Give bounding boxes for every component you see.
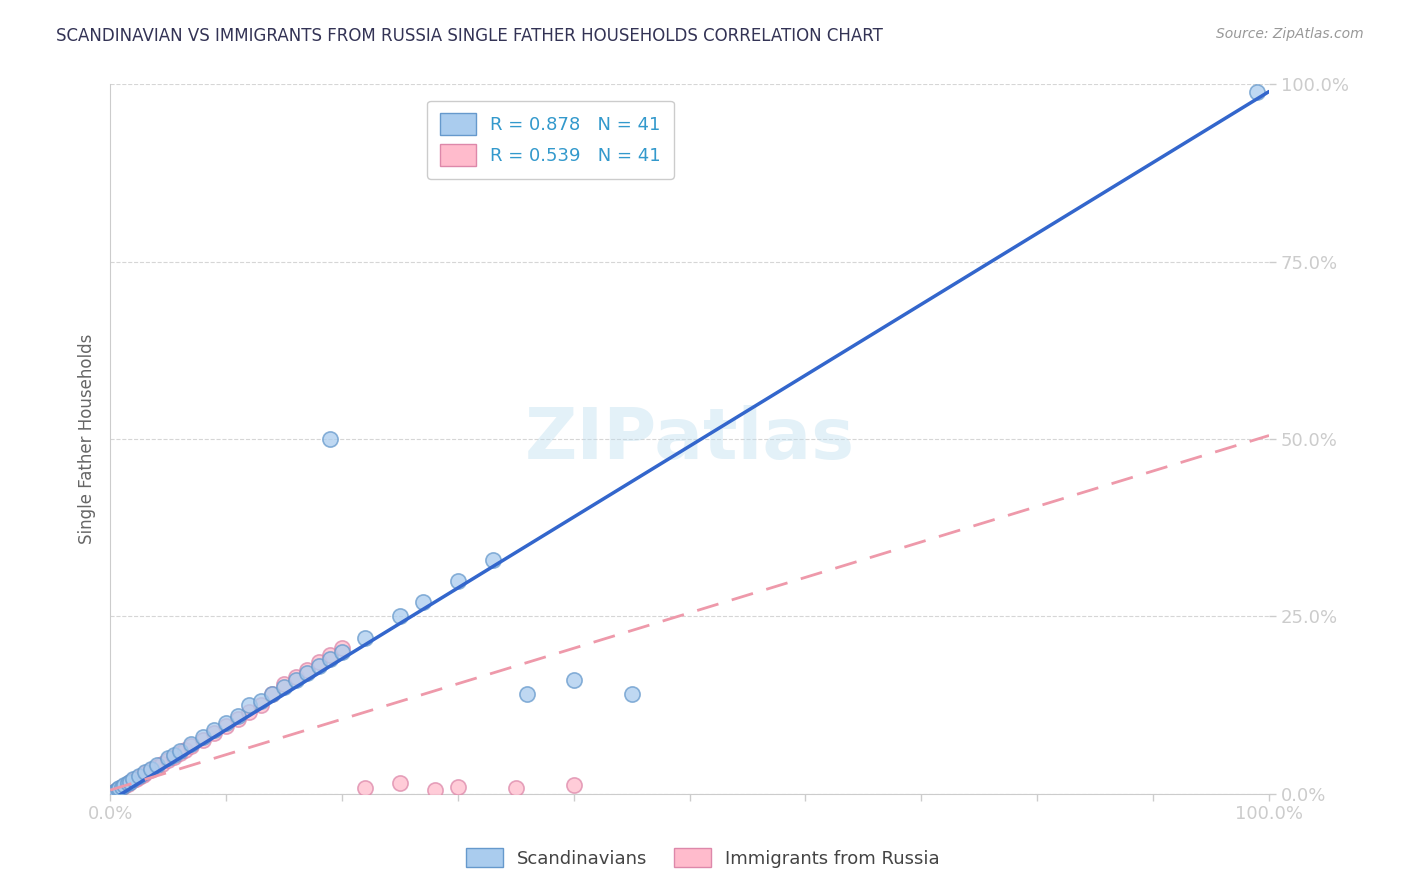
Text: ZIPatlas: ZIPatlas	[524, 405, 855, 474]
Point	[104, 784, 127, 798]
Point	[118, 774, 141, 789]
Point	[150, 756, 173, 771]
Point	[249, 694, 271, 708]
Point	[284, 670, 307, 684]
Text: SCANDINAVIAN VS IMMIGRANTS FROM RUSSIA SINGLE FATHER HOUSEHOLDS CORRELATION CHAR: SCANDINAVIAN VS IMMIGRANTS FROM RUSSIA S…	[56, 27, 883, 45]
Point	[319, 648, 342, 663]
Point	[295, 666, 318, 681]
Point	[505, 780, 527, 795]
Point	[308, 656, 330, 670]
Point	[169, 746, 191, 760]
Point	[134, 765, 156, 780]
Point	[226, 712, 249, 726]
Point	[180, 737, 202, 751]
Point	[104, 784, 127, 798]
Point	[103, 785, 125, 799]
Point	[354, 780, 377, 795]
Point	[447, 780, 470, 794]
Point	[238, 698, 260, 712]
Point	[128, 770, 150, 784]
Point	[620, 687, 643, 701]
Point	[145, 760, 167, 774]
Point	[169, 744, 191, 758]
Point	[139, 762, 162, 776]
Point	[215, 719, 238, 733]
Point	[226, 708, 249, 723]
Text: Source: ZipAtlas.com: Source: ZipAtlas.com	[1216, 27, 1364, 41]
Point	[388, 776, 411, 790]
Legend: Scandinavians, Immigrants from Russia: Scandinavians, Immigrants from Russia	[456, 838, 950, 879]
Point	[180, 739, 202, 753]
Point	[319, 432, 342, 446]
Point	[481, 552, 503, 566]
Point	[107, 782, 129, 797]
Point	[562, 673, 585, 688]
Point	[111, 780, 134, 794]
Point	[112, 778, 135, 792]
Point	[111, 780, 134, 795]
Point	[295, 663, 318, 677]
Point	[112, 779, 135, 793]
Legend: R = 0.878   N = 41, R = 0.539   N = 41: R = 0.878 N = 41, R = 0.539 N = 41	[427, 101, 673, 179]
Point	[249, 698, 271, 712]
Point	[354, 631, 377, 645]
Point	[308, 659, 330, 673]
Point	[273, 681, 295, 695]
Point	[238, 705, 260, 719]
Point	[447, 574, 470, 588]
Point	[122, 772, 145, 787]
Point	[191, 730, 214, 744]
Point	[204, 723, 226, 737]
Point	[108, 780, 131, 795]
Point	[118, 775, 141, 789]
Point	[108, 781, 131, 796]
Point	[122, 773, 145, 788]
Point	[215, 715, 238, 730]
Point	[330, 645, 353, 659]
Point	[174, 742, 197, 756]
Point	[319, 652, 342, 666]
Point	[157, 751, 180, 765]
Point	[262, 687, 284, 701]
Point	[117, 776, 139, 790]
Point	[1246, 85, 1268, 99]
Point	[284, 673, 307, 688]
Point	[388, 609, 411, 624]
Point	[423, 783, 446, 797]
Y-axis label: Single Father Households: Single Father Households	[79, 334, 96, 544]
Point	[131, 768, 153, 782]
Point	[163, 749, 186, 764]
Point	[204, 726, 226, 740]
Point	[516, 687, 538, 701]
Point	[157, 753, 180, 767]
Point	[117, 777, 139, 791]
Point	[262, 687, 284, 701]
Point	[330, 641, 353, 656]
Point	[273, 677, 295, 691]
Point	[105, 783, 128, 797]
Point	[412, 595, 434, 609]
Point	[139, 763, 162, 777]
Point	[145, 758, 167, 772]
Point	[124, 772, 146, 786]
Point	[163, 747, 186, 762]
Point	[128, 769, 150, 783]
Point	[103, 785, 125, 799]
Point	[101, 786, 124, 800]
Point	[562, 778, 585, 792]
Point	[191, 733, 214, 747]
Point	[134, 766, 156, 780]
